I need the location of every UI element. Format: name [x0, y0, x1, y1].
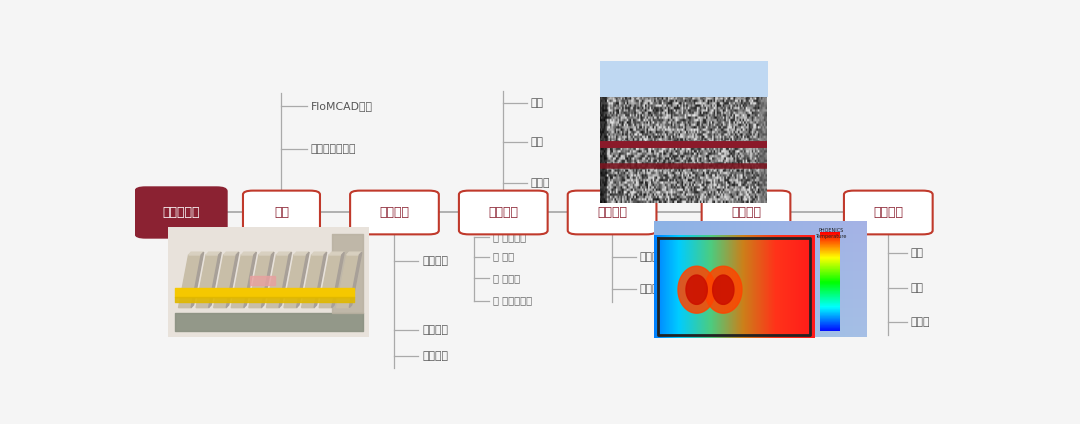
FancyBboxPatch shape — [568, 191, 657, 234]
Text: 热流体软件建模: 热流体软件建模 — [311, 144, 356, 154]
Text: － 表面发射率: － 表面发射率 — [494, 296, 532, 306]
Text: 水冷: 水冷 — [531, 137, 544, 147]
Text: 环境参数: 环境参数 — [422, 351, 448, 361]
Text: 网格划分: 网格划分 — [639, 251, 665, 262]
Text: － 比热容: － 比热容 — [494, 273, 521, 283]
Text: 局部加密: 局部加密 — [639, 284, 665, 294]
Text: 求解计算: 求解计算 — [731, 206, 761, 219]
Text: － 导热系数: － 导热系数 — [494, 232, 526, 242]
FancyBboxPatch shape — [135, 187, 227, 237]
Text: － 密度: － 密度 — [494, 251, 514, 262]
Text: 建模: 建模 — [274, 206, 289, 219]
Text: FloMCAD导入: FloMCAD导入 — [311, 101, 373, 112]
Text: 热仿真流程: 热仿真流程 — [162, 206, 200, 219]
Text: 结果输出: 结果输出 — [874, 206, 903, 219]
Text: 功耗参数: 功耗参数 — [422, 325, 448, 335]
FancyBboxPatch shape — [702, 191, 791, 234]
Text: 冷却介质: 冷却介质 — [488, 206, 518, 219]
Text: 材料参数: 材料参数 — [422, 257, 448, 266]
Text: 速度: 速度 — [910, 282, 923, 293]
Text: 输入参数: 输入参数 — [379, 206, 409, 219]
Text: 风扇: 风扇 — [531, 98, 544, 108]
Text: 温度: 温度 — [910, 248, 923, 258]
FancyBboxPatch shape — [350, 191, 438, 234]
FancyBboxPatch shape — [243, 191, 320, 234]
Text: 粒子流: 粒子流 — [910, 317, 930, 327]
FancyBboxPatch shape — [459, 191, 548, 234]
FancyBboxPatch shape — [843, 191, 933, 234]
Text: 散热器: 散热器 — [531, 178, 551, 188]
Text: 划分网格: 划分网格 — [597, 206, 627, 219]
